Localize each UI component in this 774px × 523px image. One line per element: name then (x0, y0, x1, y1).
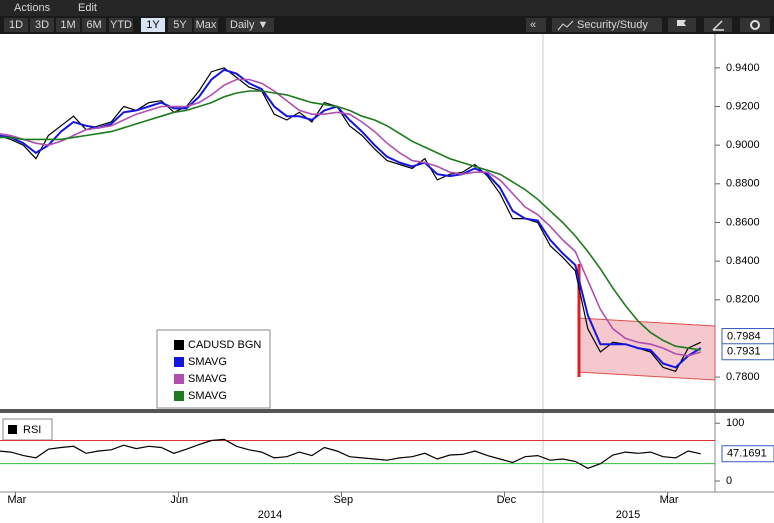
year-label: 2015 (616, 509, 640, 521)
x-tick-label: Jun (170, 494, 188, 506)
range-label[interactable]: 5Y (173, 19, 187, 31)
y-tick-label: 0.7800 (726, 371, 760, 383)
x-tick-label: Sep (334, 494, 354, 506)
rsi-legend-label: RSI (23, 424, 41, 436)
legend-swatch (174, 357, 184, 367)
series-line (0, 438, 701, 469)
range-label[interactable]: 1M (60, 19, 75, 31)
settings-icon (750, 20, 760, 30)
x-tick-label: Mar (7, 494, 26, 506)
range-label[interactable]: 1Y (146, 19, 160, 31)
y-tick-label: 0.8800 (726, 178, 760, 190)
y-tick-label: 0.8600 (726, 216, 760, 228)
pane-separator (0, 409, 774, 413)
legend-label: SMAVG (188, 373, 227, 385)
legend-label: SMAVG (188, 390, 227, 402)
last-value-label: 0.7984 (727, 330, 761, 342)
legend-swatch (174, 340, 184, 350)
x-tick-label: Mar (660, 494, 679, 506)
legend-label: SMAVG (188, 356, 227, 368)
menu-item[interactable]: Edit (78, 2, 97, 14)
range-label[interactable]: 1D (9, 19, 23, 31)
series-line (0, 68, 702, 369)
y-tick-label: 0.8200 (726, 294, 760, 306)
range-button[interactable] (168, 18, 192, 32)
study-label[interactable]: Security/Study (577, 19, 648, 31)
y-tick-label: 0.9200 (726, 100, 760, 112)
collapse-button[interactable] (526, 18, 546, 32)
study-button[interactable] (552, 18, 662, 32)
y-tick-label: 0 (726, 475, 732, 487)
last-value-label: 47.1691 (727, 448, 767, 460)
range-button[interactable] (30, 18, 54, 32)
range-button[interactable] (82, 18, 106, 32)
last-value-box (721, 343, 774, 361)
rsi-legend-swatch (8, 425, 17, 434)
range-button[interactable] (56, 18, 80, 32)
x-tick-label: Dec (497, 494, 517, 506)
menu-bar (0, 0, 774, 16)
settings-button[interactable] (740, 18, 770, 32)
range-label[interactable]: 6M (86, 19, 101, 31)
legend-label: CADUSD BGN (188, 339, 261, 351)
legend-swatch (174, 391, 184, 401)
period-button[interactable] (226, 18, 274, 32)
last-value-box (721, 445, 774, 463)
flag-icon (677, 20, 686, 31)
last-value-label: 0.7931 (727, 346, 761, 358)
period-label[interactable]: Daily ▼ (230, 19, 268, 31)
edit-icon (712, 20, 724, 31)
study-icon (557, 20, 574, 31)
y-tick-label: 100 (726, 417, 744, 429)
range-button[interactable] (141, 18, 165, 32)
series-line (0, 78, 701, 357)
range-label[interactable]: Max (196, 19, 217, 31)
collapse-label[interactable]: « (530, 19, 536, 31)
year-label: 2014 (258, 509, 282, 521)
menu-item[interactable]: Actions (14, 2, 51, 14)
series-line (0, 90, 701, 351)
rsi-legend (2, 418, 53, 441)
range-label[interactable]: 3D (35, 19, 49, 31)
series-line (0, 67, 701, 373)
range-button[interactable] (109, 18, 133, 32)
legend-swatch (174, 374, 184, 384)
y-tick-label: 0.9400 (726, 62, 760, 74)
y-tick-label: 0.8400 (726, 255, 760, 267)
range-button[interactable] (4, 18, 28, 32)
y-tick-label: 0.9000 (726, 139, 760, 151)
range-button[interactable] (194, 18, 218, 32)
range-label[interactable]: YTD (110, 19, 132, 31)
